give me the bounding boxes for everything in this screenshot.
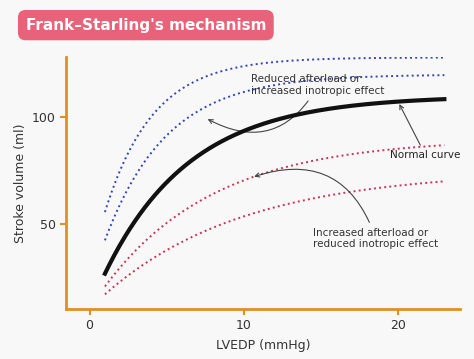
Text: Reduced afterload or
increased inotropic effect: Reduced afterload or increased inotropic… [209, 74, 385, 132]
Text: Normal curve: Normal curve [391, 105, 461, 160]
Y-axis label: Stroke volume (ml): Stroke volume (ml) [14, 123, 27, 243]
X-axis label: LVEDP (mmHg): LVEDP (mmHg) [216, 339, 310, 352]
Text: Frank–Starling's mechanism: Frank–Starling's mechanism [26, 18, 266, 33]
Text: Increased afterload or
reduced inotropic effect: Increased afterload or reduced inotropic… [255, 169, 438, 249]
